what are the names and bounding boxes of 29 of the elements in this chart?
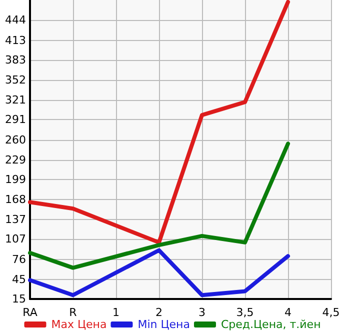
line-series	[28, 142, 290, 270]
y-tick-label: 444	[5, 14, 26, 27]
legend-label: Min Цена	[138, 318, 190, 331]
x-tick-label: RA	[22, 306, 38, 319]
line-series	[28, 0, 290, 244]
x-tick-label: R	[69, 306, 78, 319]
y-tick-label: 229	[5, 153, 26, 166]
y-tick-label: 260	[5, 133, 26, 146]
legend-label: Max Цена	[51, 318, 107, 331]
y-tick-label: 321	[5, 94, 26, 107]
y-tick-label: 137	[5, 213, 26, 226]
legend-label: Сред.Цена, т.йен	[220, 318, 321, 331]
x-tick-label: 4,5	[322, 306, 340, 319]
y-tick-label: 76	[12, 252, 26, 266]
y-tick-label: 45	[12, 273, 26, 286]
y-tick-label: 291	[5, 113, 26, 126]
y-tick-label: 352	[5, 73, 26, 86]
x-tick-label: 2	[156, 306, 162, 319]
x-tick-label: 4	[284, 306, 292, 319]
line-series	[28, 248, 290, 298]
y-tick-label: 413	[5, 34, 26, 47]
x-tick-label: 3	[198, 306, 206, 319]
x-tick-label: 3,5	[236, 306, 254, 319]
y-tick-label: 15	[12, 292, 26, 306]
y-tick-label: 168	[5, 193, 26, 206]
y-tick-label: 383	[5, 53, 26, 66]
y-tick-label: 107	[5, 232, 26, 246]
x-tick-label: 1	[112, 306, 120, 319]
y-tick-label: 199	[5, 172, 26, 186]
